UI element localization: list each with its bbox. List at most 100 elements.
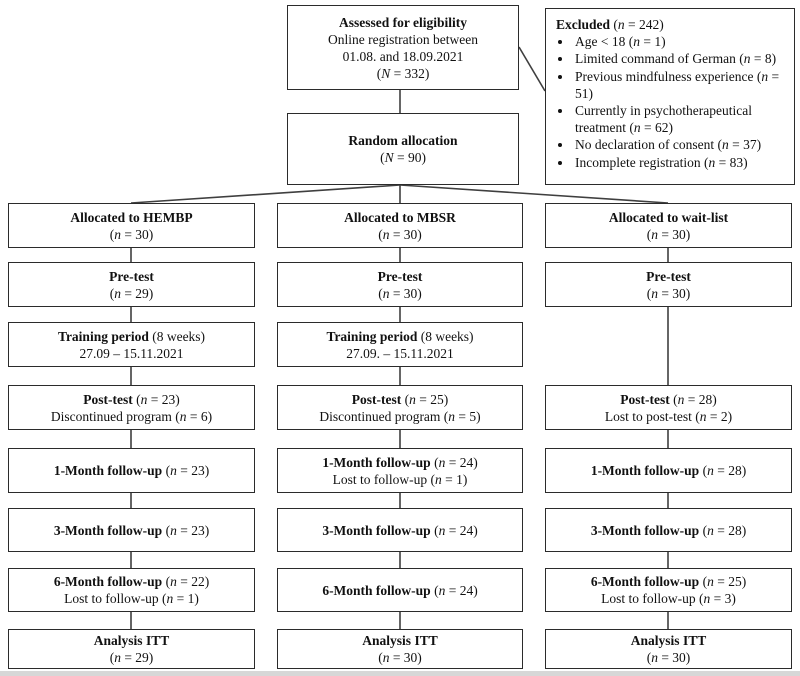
box-3month-followup-hembp: 3-Month follow-up (n = 23) <box>8 508 255 552</box>
detail-line: Online registration between <box>328 31 478 47</box>
box-pretest-mbsr: Pre-test (n = 30) <box>277 262 523 307</box>
box-1month-followup-mbsr: 1-Month follow-up (n = 24) Lost to follo… <box>277 448 523 493</box>
count-text: (n = 28) <box>699 463 747 478</box>
box-title: 1-Month follow-up <box>322 454 431 470</box>
count-text: (n = 23) <box>132 391 180 407</box>
count-text: (n = 25) <box>401 391 449 407</box>
box-title: Assessed for eligibility <box>339 14 467 30</box>
count-line: (n = 29) <box>109 285 154 301</box>
box-title: Training period <box>57 328 149 344</box>
box-analysis-itt-hembp: Analysis ITT (n = 29) <box>8 629 255 669</box>
box-3month-followup-waitlist: 3-Month follow-up (n = 28) <box>545 508 792 552</box>
box-title: Pre-test <box>109 268 154 284</box>
count-line: (n = 30) <box>646 285 691 301</box>
count-text: (n = 22) <box>162 574 210 589</box>
detail-line: 27.09. – 15.11.2021 <box>346 345 454 361</box>
title-suffix: (8 weeks) <box>417 328 474 344</box>
line-assessed-to-excluded <box>518 46 546 92</box>
box-title: 3-Month follow-up <box>590 522 700 538</box>
box-title-line: 3-Month follow-up (n = 24) <box>322 522 477 539</box>
box-title: Random allocation <box>348 133 458 148</box>
excluded-reason: Age < 18 (n = 1) <box>573 33 788 50</box>
count-line: (n = 29) <box>109 650 154 665</box>
excluded-reason: Limited command of German (n = 8) <box>573 50 788 67</box>
count-line: (n = 30) <box>378 285 422 301</box>
detail-line: Discontinued program (n = 6) <box>50 408 213 424</box>
box-posttest-waitlist: Post-test (n = 28) Lost to post-test (n … <box>545 385 792 430</box>
count-line: (N = 90) <box>380 150 426 165</box>
box-title: 1-Month follow-up <box>53 463 163 478</box>
box-6month-followup-mbsr: 6-Month follow-up (n = 24) <box>277 568 523 612</box>
box-title: Pre-test <box>646 268 691 284</box>
box-title-line: 3-Month follow-up (n = 28) <box>591 522 746 539</box>
box-title-line: 6-Month follow-up (n = 24) <box>322 582 477 599</box>
excluded-reason: Currently in psychotherapeutical treatme… <box>573 102 788 136</box>
line-random-to-waitlist <box>399 184 669 204</box>
box-title: Excluded <box>556 17 611 32</box>
box-allocated-waitlist: Allocated to wait-list (n = 30) <box>545 203 792 248</box>
box-posttest-hembp: Post-test (n = 23) Discontinued program … <box>8 385 255 430</box>
box-random-allocation: Random allocation (N = 90) <box>287 113 519 185</box>
box-title: Analysis ITT <box>630 633 707 648</box>
box-title-line: Post-test (n = 23) <box>83 391 179 408</box>
box-title-line: Post-test (n = 25) <box>352 391 448 408</box>
count-line: (n = 30) <box>109 226 154 242</box>
count-line: (N = 332) <box>376 65 430 81</box>
count-line: (n = 30) <box>646 650 691 665</box>
box-training-hembp: Training period (8 weeks) 27.09 – 15.11.… <box>8 322 255 367</box>
box-title-line: 1-Month follow-up (n = 24) <box>322 454 477 471</box>
count-text: (n = 242) <box>610 17 664 32</box>
excluded-reason: Incomplete registration (n = 83) <box>573 154 788 171</box>
detail-line: 27.09 – 15.11.2021 <box>79 345 184 361</box>
box-title: Post-test <box>83 391 133 407</box>
box-title-line: 6-Month follow-up (n = 25) <box>591 573 746 590</box>
line-random-to-hembp <box>130 184 401 204</box>
box-title: Pre-test <box>377 268 423 284</box>
box-pretest-waitlist: Pre-test (n = 30) <box>545 262 792 307</box>
box-title: Post-test <box>351 391 402 407</box>
box-title-line: Post-test (n = 28) <box>620 391 716 408</box>
box-title: 1-Month follow-up <box>590 463 700 478</box>
box-3month-followup-mbsr: 3-Month follow-up (n = 24) <box>277 508 523 552</box>
box-title: 3-Month follow-up <box>322 522 431 538</box>
box-training-mbsr: Training period (8 weeks) 27.09. – 15.11… <box>277 322 523 367</box>
count-text: (n = 24) <box>430 454 478 470</box>
box-title-line: 3-Month follow-up (n = 23) <box>54 522 209 539</box>
detail-line: Lost to post-test (n = 2) <box>604 408 733 424</box>
box-posttest-mbsr: Post-test (n = 25) Discontinued program … <box>277 385 523 430</box>
box-title-line: 6-Month follow-up (n = 22) <box>54 573 209 590</box>
box-title: 6-Month follow-up <box>590 574 700 589</box>
box-analysis-itt-waitlist: Analysis ITT (n = 30) <box>545 629 792 669</box>
count-text: (n = 28) <box>669 391 717 407</box>
detail-line: Lost to follow-up (n = 1) <box>332 471 468 487</box>
count-text: (n = 23) <box>162 522 210 538</box>
detail-line: 01.08. and 18.09.2021 <box>342 48 464 64</box>
count-line: (n = 30) <box>646 226 691 242</box>
box-title-line: Excluded (n = 242) <box>556 16 664 33</box>
box-title: Training period <box>326 328 418 344</box>
count-text: (n = 25) <box>699 574 747 589</box>
box-analysis-itt-mbsr: Analysis ITT (n = 30) <box>277 629 523 669</box>
box-title-line: 1-Month follow-up (n = 23) <box>54 462 209 479</box>
box-title: Analysis ITT <box>93 633 170 648</box>
box-1month-followup-hembp: 1-Month follow-up (n = 23) <box>8 448 255 493</box>
box-title: 6-Month follow-up <box>53 574 163 589</box>
count-line: (n = 30) <box>378 226 422 242</box>
box-assessed-eligibility: Assessed for eligibility Online registra… <box>287 5 519 90</box>
box-title: Analysis ITT <box>362 633 438 648</box>
box-1month-followup-waitlist: 1-Month follow-up (n = 28) <box>545 448 792 493</box>
detail-line: Lost to follow-up (n = 3) <box>601 591 736 606</box>
box-title-line: Training period (8 weeks) <box>326 328 473 345</box>
count-line: (n = 30) <box>378 650 422 665</box>
box-title: 3-Month follow-up <box>53 522 163 538</box>
box-6month-followup-hembp: 6-Month follow-up (n = 22) Lost to follo… <box>8 568 255 612</box>
box-title: Allocated to HEMBP <box>70 209 193 225</box>
title-suffix: (8 weeks) <box>148 328 206 344</box>
box-pretest-hembp: Pre-test (n = 29) <box>8 262 255 307</box>
count-text: (n = 24) <box>430 522 478 538</box>
figure-bottom-edge <box>0 671 800 676</box>
excluded-reason: No declaration of consent (n = 37) <box>573 136 788 153</box>
count-text: (n = 23) <box>162 463 210 478</box>
